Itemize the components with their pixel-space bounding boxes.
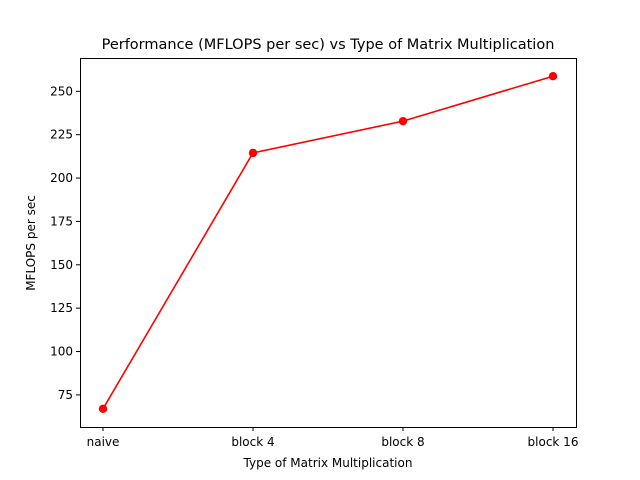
y-tick-label: 100 — [50, 345, 73, 359]
y-axis-label: MFLOPS per sec — [24, 195, 38, 291]
series-line — [102, 75, 554, 410]
x-axis: naive block 4 block 8 block 16 — [87, 427, 579, 449]
x-tick-label: block 4 — [231, 435, 274, 449]
y-tick-label: 75 — [58, 388, 73, 402]
axes-frame — [80, 58, 577, 428]
y-tick-label: 125 — [50, 301, 73, 315]
y-axis: 75 100 125 150 175 200 225 250 — [50, 84, 80, 402]
data-point — [398, 116, 408, 126]
x-tick-label: block 16 — [528, 435, 579, 449]
data-point — [548, 72, 558, 81]
y-tick-label: 150 — [50, 258, 73, 272]
y-tick-label: 250 — [50, 84, 73, 98]
plot-area — [98, 72, 558, 413]
x-tick-label: block 8 — [381, 435, 424, 449]
data-point — [248, 148, 258, 158]
y-tick-label: 225 — [50, 128, 73, 142]
y-tick-label: 175 — [50, 214, 73, 228]
y-tick-label: 200 — [50, 171, 73, 185]
chart-title: Performance (MFLOPS per sec) vs Type of … — [102, 37, 555, 53]
x-tick-label: naive — [87, 435, 120, 449]
data-point — [98, 404, 108, 413]
x-axis-label: Type of Matrix Multiplication — [243, 456, 413, 470]
